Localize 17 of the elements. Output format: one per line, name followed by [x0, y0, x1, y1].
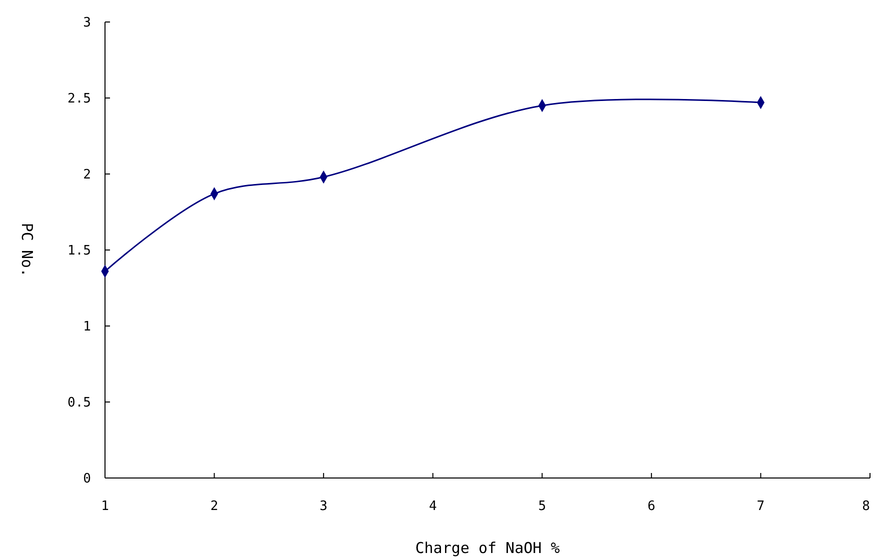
x-tick-label: 2 [210, 499, 218, 514]
y-tick-label: 2.5 [68, 92, 91, 107]
x-tick-label: 1 [101, 499, 109, 514]
y-tick-label: 0 [83, 472, 91, 487]
y-axis-title: PC No. [18, 222, 36, 278]
x-tick-label: 8 [862, 499, 870, 514]
x-tick-label: 6 [648, 499, 656, 514]
y-tick-label: 0.5 [68, 396, 91, 411]
x-tick-label: 4 [428, 499, 437, 514]
x-tick-label: 7 [756, 499, 765, 514]
y-tick-label: 1 [83, 320, 91, 335]
x-axis-title: Charge of NaOH % [415, 539, 560, 557]
y-tick-label: 2 [83, 168, 91, 183]
x-tick-label: 5 [538, 499, 546, 514]
y-tick-label: 1.5 [68, 244, 91, 259]
x-tick-label: 3 [320, 499, 328, 514]
y-tick-label: 3 [83, 16, 91, 31]
